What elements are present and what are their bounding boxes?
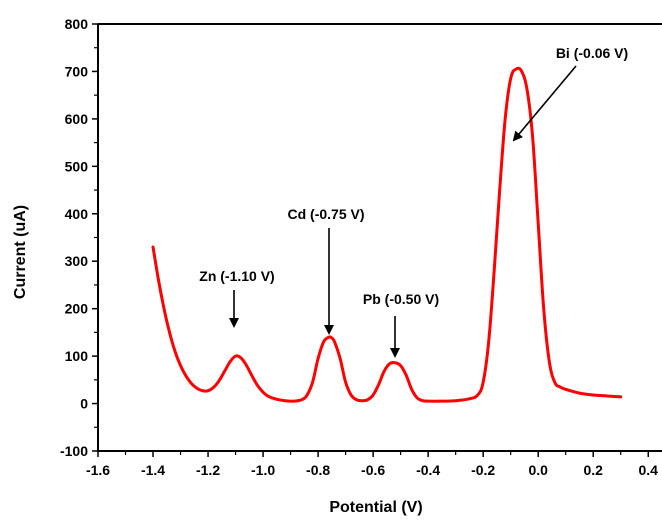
y-tick-label: 100 — [65, 348, 89, 364]
x-tick-label: 0.2 — [583, 462, 603, 478]
x-axis-title: Potential (V) — [329, 499, 422, 516]
x-tick-label: -0.4 — [416, 462, 440, 478]
x-tick-label: -0.6 — [361, 462, 385, 478]
annotation-label: Zn (-1.10 V) — [199, 268, 274, 284]
series-layer — [151, 66, 623, 403]
annotation-label: Bi (-0.06 V) — [556, 45, 628, 61]
y-tick-label: 500 — [65, 158, 89, 174]
x-tick-label: -0.2 — [471, 462, 495, 478]
x-tick-label: -1.6 — [86, 462, 110, 478]
y-axis-title: Current (uA) — [12, 205, 29, 299]
series-line-0 — [151, 66, 623, 403]
x-tick-label: -1.0 — [251, 462, 275, 478]
annotation-label: Pb (-0.50 V) — [363, 291, 439, 307]
y-tick-label: 600 — [65, 111, 89, 127]
x-tick-label: 0.0 — [528, 462, 548, 478]
annotation-label: Cd (-0.75 V) — [287, 206, 364, 222]
x-tick-label: -1.4 — [141, 462, 165, 478]
x-axis: -1.6 -1.4 -1.2 -1.0 -0.8 -0.6 -0.4 -0.2 0.0 0.2 0.… — [86, 451, 658, 478]
y-tick-label: 0 — [80, 396, 88, 412]
y-tick-label: 700 — [65, 63, 89, 79]
plot-frame — [97, 23, 662, 452]
y-tick-label: 800 — [65, 16, 89, 32]
y-tick-label: 200 — [65, 301, 89, 317]
annotation-layer: Zn (-1.10 V) Cd (-0.75 V) Pb (-0.50 V) Bi (… — [199, 45, 628, 358]
y-tick-label: 400 — [65, 206, 89, 222]
x-tick-label: -0.8 — [306, 462, 330, 478]
x-tick-label: 0.4 — [639, 462, 659, 478]
x-tick-label: -1.2 — [196, 462, 220, 478]
annotation-arrow — [512, 65, 577, 142]
y-tick-label: -100 — [60, 443, 88, 459]
y-tick-label: 300 — [65, 253, 89, 269]
y-axis: -100 0 100 200 300 400 500 600 700 800 — [60, 16, 98, 459]
